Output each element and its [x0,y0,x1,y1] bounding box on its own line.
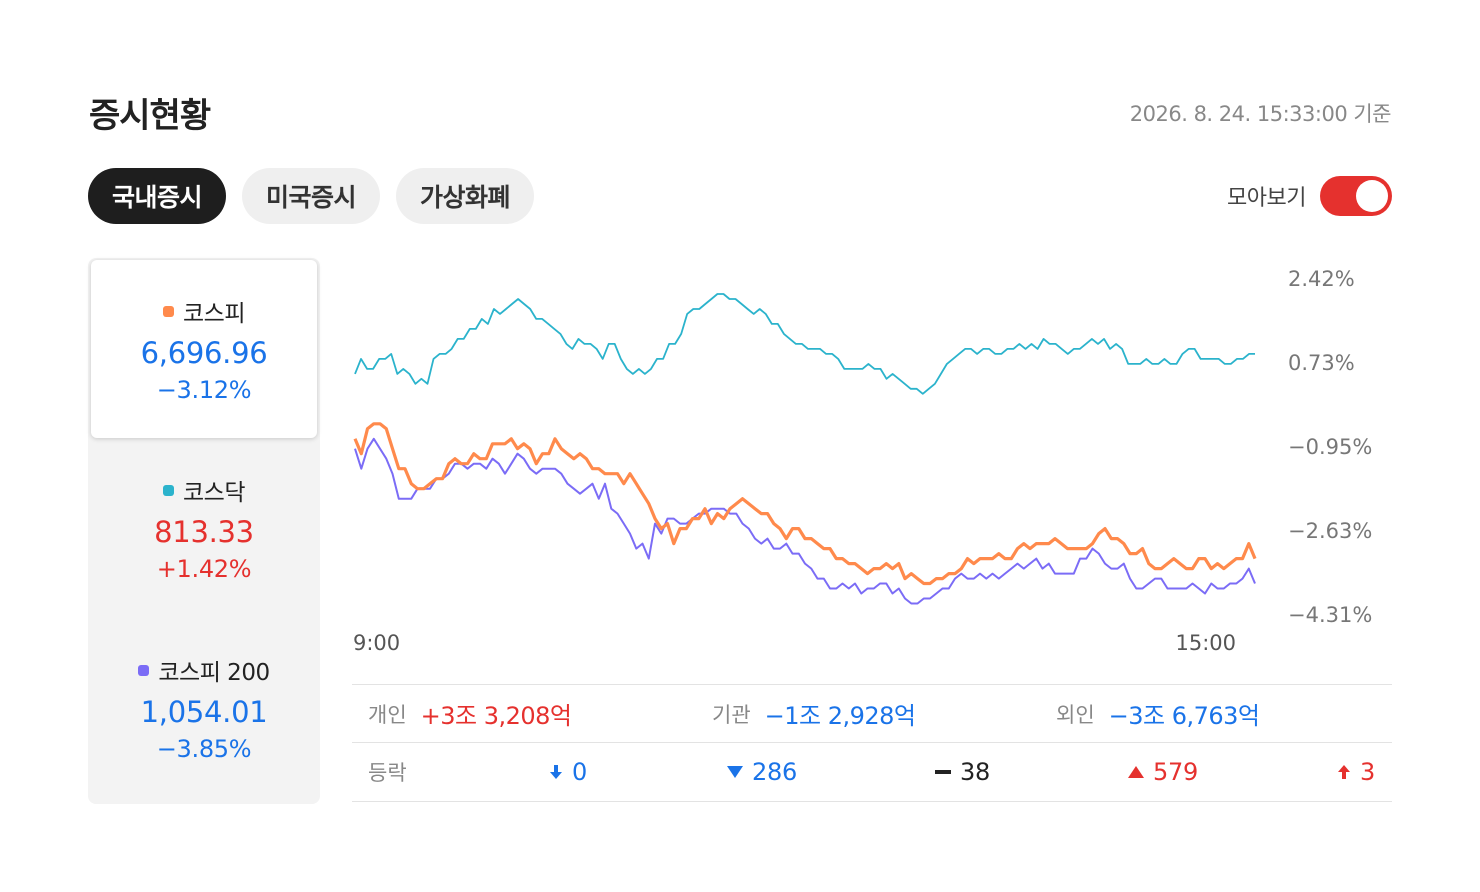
up-triangle-icon [1128,766,1144,778]
y-tick-label: −2.63% [1288,519,1372,543]
x-tick-label: 15:00 [1175,631,1236,655]
tab-us[interactable]: 미국증시 [242,168,381,224]
page-title: 증시현황 [89,96,211,136]
investor-label: 외인 [1056,702,1095,727]
y-tick-label: −4.31% [1288,603,1372,627]
upper-limit-count: 3 [1336,758,1375,786]
index-value: 6,696.96 [140,336,268,370]
unchanged-count: 38 [934,758,990,786]
toggle-label: 모아보기 [1227,186,1306,211]
tab-domestic[interactable]: 국내증시 [88,168,227,224]
index-change: +1.42% [156,555,252,583]
investor-foreign: 외인 −3조 6,763억 [1056,696,1260,731]
market-tabs: 국내증시 미국증시 가상화폐 [88,168,535,224]
down-triangle-icon [727,766,743,778]
view-all-toggle[interactable] [1320,176,1392,216]
index-card-kosdaq[interactable]: 코스닥 813.33 +1.42% [88,438,320,618]
kosdaq-line [354,293,1255,395]
timestamp: 2026. 8. 24. 15:33:00 기준 [1129,102,1392,126]
y-tick-label: 0.73% [1288,351,1355,375]
view-all-toggle-group: 모아보기 [1227,176,1392,216]
investor-label: 개인 [368,702,407,727]
index-card-kospi200[interactable]: 코스피 200 1,054.01 −3.85% [88,618,320,798]
advance-decline-row: 등락 0 286 38 579 [352,742,1392,802]
tab-crypto[interactable]: 가상화폐 [396,168,535,224]
kospi-line [353,422,1257,586]
count-value: 286 [752,758,797,786]
kosdaq-legend-dot [163,484,174,496]
investor-value: +3조 3,208억 [420,702,572,730]
investor-institution: 기관 −1조 2,928억 [712,696,916,731]
kospi200-legend-dot [138,664,150,676]
upper-limit-arrow-icon [1338,765,1350,779]
count-value: 0 [572,758,587,786]
unchanged-dash-icon [935,770,951,774]
investor-retail: 개인 +3조 3,208억 [368,696,572,731]
count-value: 3 [1360,758,1375,786]
count-value: 38 [960,758,990,786]
lower-limit-arrow-icon [550,765,562,779]
index-name-label: 코스피 [183,301,245,327]
index-name-label: 코스닥 [183,480,245,506]
lower-limit-count: 0 [548,758,587,786]
index-change: −3.12% [156,376,252,404]
market-stats: 개인 +3조 3,208억 기관 −1조 2,928억 외인 −3조 6,763… [352,684,1392,802]
decline-count: 286 [726,758,797,786]
index-change: −3.85% [156,735,252,763]
index-name: 코스피 [163,294,245,328]
advance-count: 579 [1127,758,1198,786]
index-card-kospi[interactable]: 코스피 6,696.96 −3.12% [91,260,317,438]
x-tick-label: 9:00 [353,631,400,655]
kospi200-line [354,437,1256,605]
investor-value: −1조 2,928억 [764,702,916,730]
y-tick-label: 2.42% [1288,267,1355,291]
index-value: 813.33 [154,515,254,549]
index-name: 코스피 200 [138,653,270,687]
toggle-knob [1356,180,1388,212]
index-list: 코스피 6,696.96 −3.12% 코스닥 813.33 +1.42% 코스… [88,258,320,804]
investor-value: −3조 6,763억 [1108,702,1260,730]
index-name: 코스닥 [163,473,245,507]
investor-flow-row: 개인 +3조 3,208억 기관 −1조 2,928억 외인 −3조 6,763… [352,684,1392,742]
index-value: 1,054.01 [140,695,268,729]
count-value: 579 [1153,758,1198,786]
y-tick-label: −0.95% [1288,435,1372,459]
kospi-legend-dot [163,305,174,317]
index-name-label: 코스피 200 [158,660,270,686]
intraday-chart: 2.42% 0.73% −0.95% −2.63% −4.31% 9:00 15:00 [353,267,1372,655]
investor-label: 기관 [712,702,751,727]
advance-decline-label: 등락 [368,761,407,785]
